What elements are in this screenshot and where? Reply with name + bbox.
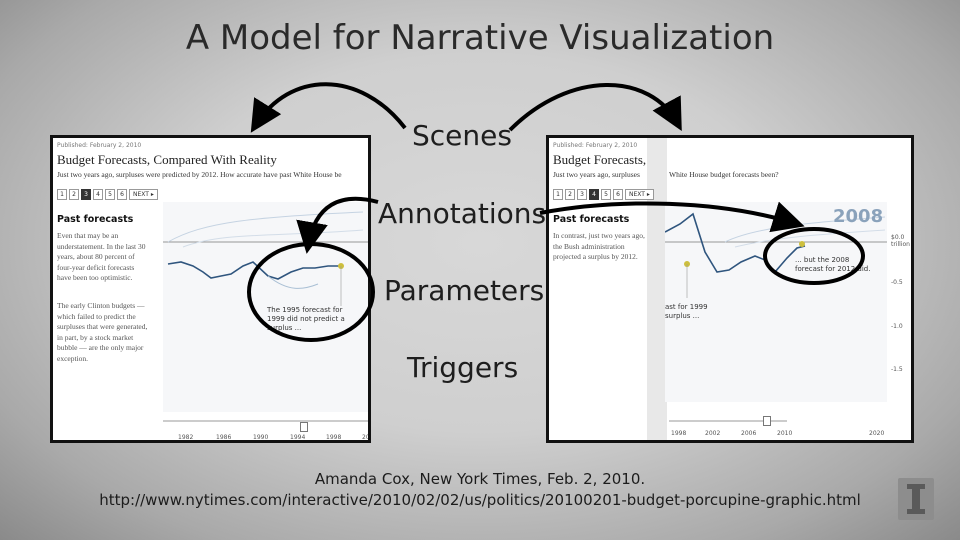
pager: 1 2 3 4 5 6 NEXT ▸ bbox=[57, 189, 158, 200]
scenes-arrow-left bbox=[250, 82, 407, 133]
x-tick: 1998 bbox=[326, 434, 342, 441]
subhead: Just two years ago, surpluses were predi… bbox=[57, 170, 342, 179]
page-button[interactable]: 1 bbox=[57, 189, 67, 200]
page-button[interactable]: 2 bbox=[69, 189, 79, 200]
slider-track[interactable] bbox=[669, 420, 787, 422]
y-tick: -1.0 bbox=[891, 323, 903, 330]
page-button[interactable]: 5 bbox=[601, 189, 611, 200]
slider-handle[interactable] bbox=[300, 422, 308, 432]
y-tick: -0.5 bbox=[891, 279, 903, 286]
citation-url: http://www.nytimes.com/interactive/2010/… bbox=[99, 491, 861, 509]
next-button[interactable]: NEXT ▸ bbox=[625, 189, 654, 200]
subhead-right: White House budget forecasts been? bbox=[669, 170, 779, 179]
chart-annotation: ... but the 2008 forecast for 2012 did. bbox=[795, 256, 871, 273]
citation-line: Amanda Cox, New York Times, Feb. 2, 2010… bbox=[314, 470, 646, 488]
slide-title: A Model for Narrative Visualization bbox=[185, 18, 775, 58]
x-tick: 1994 bbox=[290, 434, 306, 441]
x-tick: 1982 bbox=[178, 434, 194, 441]
page-button[interactable]: 6 bbox=[117, 189, 127, 200]
x-tick: 1990 bbox=[253, 434, 269, 441]
x-tick: 2006 bbox=[741, 430, 757, 437]
x-tick: 2002 bbox=[705, 430, 721, 437]
page-button[interactable]: 5 bbox=[105, 189, 115, 200]
label-scenes: Scenes bbox=[412, 119, 512, 152]
forecast-chart bbox=[665, 202, 887, 402]
x-tick: 1998 bbox=[671, 430, 687, 437]
headline: Budget Forecasts, bbox=[553, 152, 647, 167]
x-tick: 2020 bbox=[869, 430, 885, 437]
scenes-arrow-right bbox=[508, 83, 682, 132]
published-date: Published: February 2, 2010 bbox=[57, 142, 142, 149]
page-button[interactable]: 6 bbox=[613, 189, 623, 200]
side-text: Even that may be an understatement. In t… bbox=[57, 231, 146, 282]
right-screenshot: Published: February 2, 2010 Budget Forec… bbox=[546, 135, 914, 443]
page-button[interactable]: 2 bbox=[565, 189, 575, 200]
side-text: The early Clinton budgets — which failed… bbox=[57, 301, 148, 363]
page-button[interactable]: 3 bbox=[577, 189, 587, 200]
chart-annotation: The 1995 forecast for 1999 did not predi… bbox=[267, 306, 345, 332]
year-label: 2008 bbox=[833, 206, 884, 227]
label-parameters: Parameters bbox=[384, 274, 545, 307]
side-title: Past forecasts bbox=[57, 214, 134, 225]
left-screenshot: Published: February 2, 2010 Budget Forec… bbox=[50, 135, 371, 443]
subhead-left: Just two years ago, surpluses bbox=[553, 170, 640, 179]
x-tick: 1986 bbox=[216, 434, 232, 441]
y-tick: -1.5 bbox=[891, 366, 903, 373]
partial-annotation: ast for 1999 surplus ... bbox=[665, 303, 708, 320]
page-button-active[interactable]: 3 bbox=[81, 189, 91, 200]
published-date: Published: February 2, 2010 bbox=[553, 142, 638, 149]
x-tick: 2010 bbox=[777, 430, 793, 437]
y-tick: $0.0 trillion bbox=[891, 234, 910, 248]
page-button[interactable]: 4 bbox=[93, 189, 103, 200]
label-annotations: Annotations bbox=[378, 197, 547, 230]
next-button[interactable]: NEXT ▸ bbox=[129, 189, 158, 200]
headline: Budget Forecasts, Compared With Reality bbox=[57, 152, 277, 167]
pager: 1 2 3 4 5 6 NEXT ▸ bbox=[553, 189, 654, 200]
label-triggers: Triggers bbox=[407, 351, 519, 384]
slider-handle[interactable] bbox=[763, 416, 771, 426]
university-logo-icon bbox=[898, 478, 934, 520]
page-button[interactable]: 1 bbox=[553, 189, 563, 200]
side-title: Past forecasts bbox=[553, 214, 630, 225]
side-text: In contrast, just two years ago, the Bus… bbox=[553, 231, 645, 261]
transition-overlay bbox=[647, 138, 667, 440]
page-button-active[interactable]: 4 bbox=[589, 189, 599, 200]
x-tick: 20 bbox=[362, 434, 370, 441]
